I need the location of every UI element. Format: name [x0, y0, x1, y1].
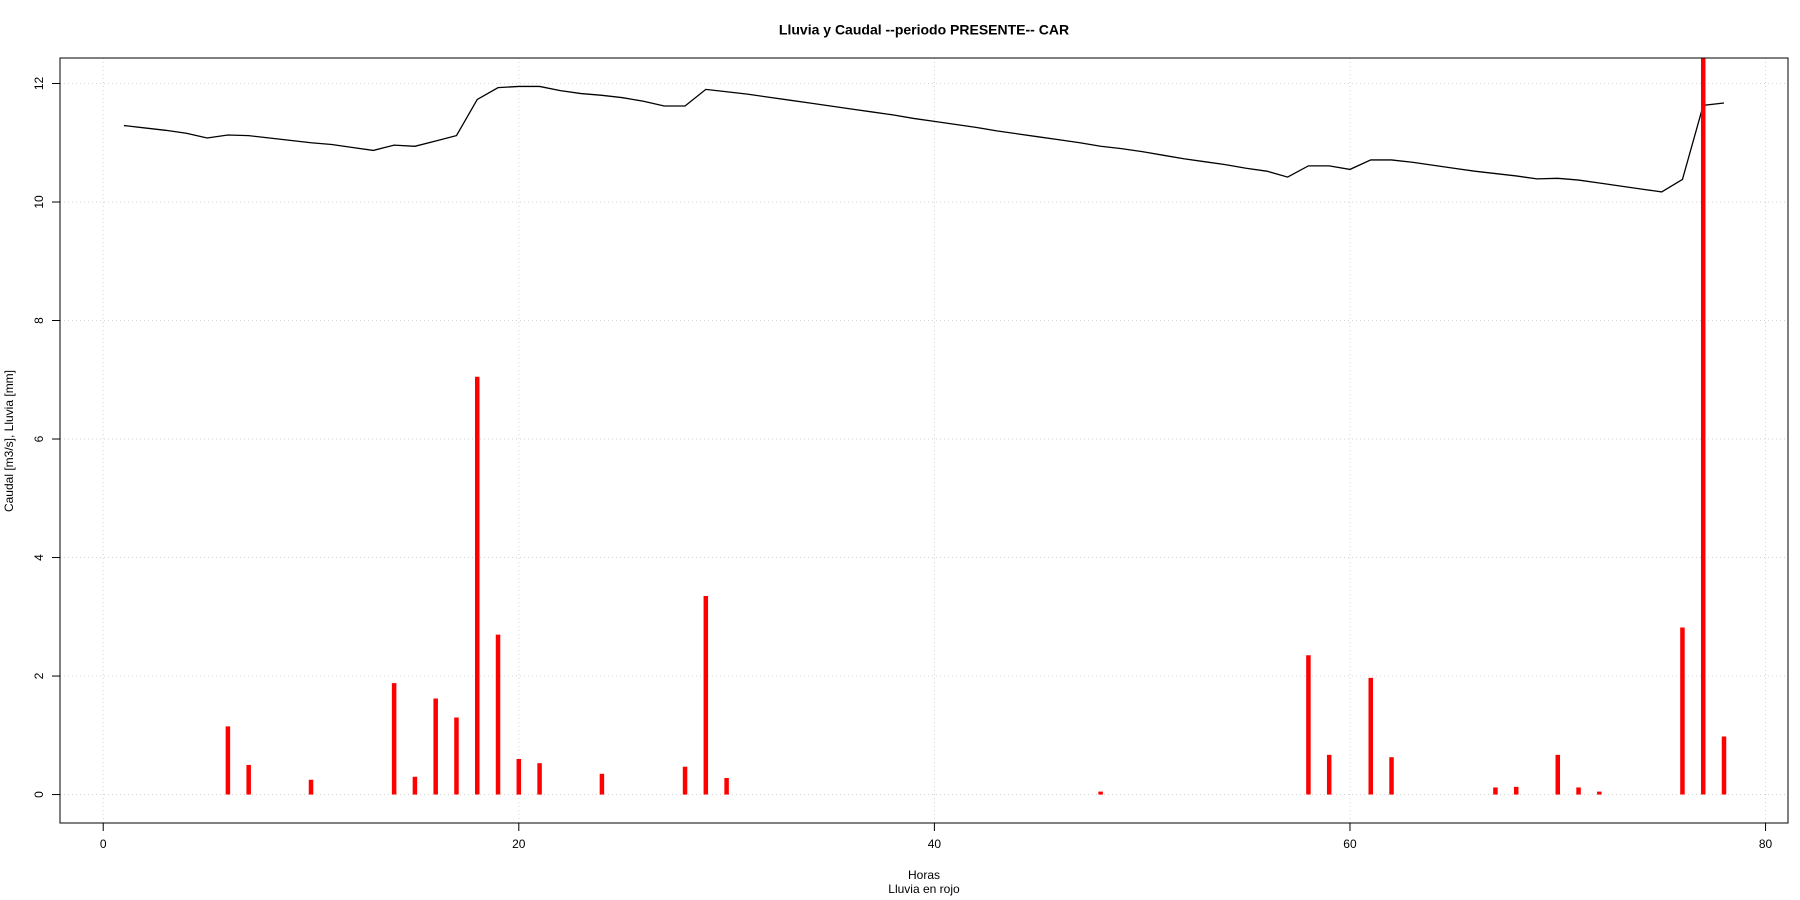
plot-area — [123, 58, 1727, 795]
x-tick-label: 0 — [100, 837, 107, 851]
y-axis-label: Caudal [m3/s], Lluvia [mm] — [2, 370, 16, 512]
subtitle: Lluvia en rojo — [888, 882, 960, 896]
y-tick-label: 12 — [32, 76, 46, 90]
y-tick-label: 2 — [32, 672, 46, 679]
y-tick-label: 4 — [32, 554, 46, 561]
x-tick-label: 80 — [1759, 837, 1773, 851]
x-tick-label: 40 — [928, 837, 942, 851]
y-tick-label: 10 — [32, 195, 46, 209]
x-axis-label: Horas — [908, 868, 940, 882]
y-tick-label: 0 — [32, 791, 46, 798]
y-tick-label: 6 — [32, 435, 46, 442]
x-tick-label: 60 — [1343, 837, 1357, 851]
y-tick-label: 8 — [32, 317, 46, 324]
flow-line — [123, 85, 1725, 193]
x-tick-label: 20 — [512, 837, 526, 851]
grid — [60, 58, 1788, 823]
chart-title: Lluvia y Caudal --periodo PRESENTE-- CAR — [779, 22, 1069, 38]
plot-frame — [59, 57, 1789, 824]
